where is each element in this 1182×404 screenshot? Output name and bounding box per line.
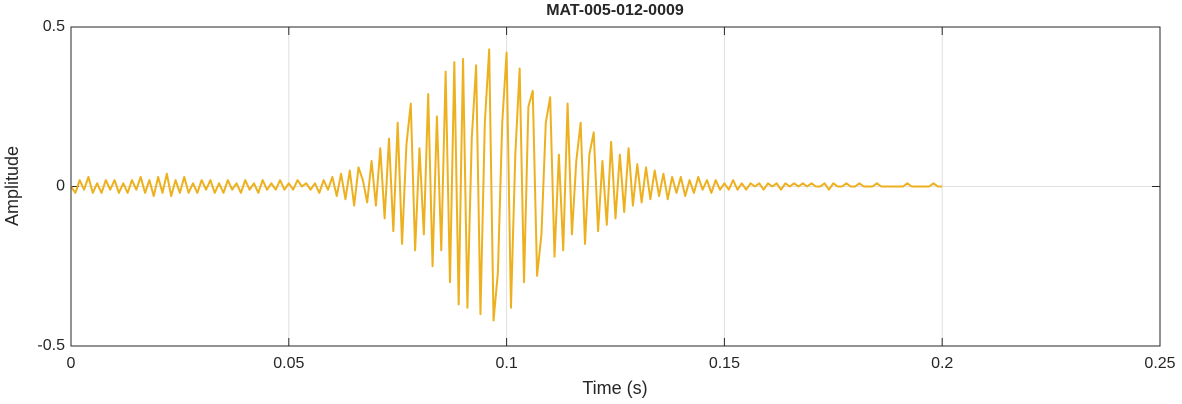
x-tick-label: 0 <box>67 355 76 372</box>
waveform-line <box>70 48 943 322</box>
x-tick-label: 0.1 <box>495 355 517 372</box>
x-tick-label: 0.25 <box>1144 355 1175 372</box>
x-tick-label: 0.2 <box>931 355 953 372</box>
y-tick-label: 0 <box>56 178 65 195</box>
chart-title: MAT-005-012-0009 <box>546 2 684 19</box>
y-axis-label: Amplitude <box>2 146 22 226</box>
x-tick-label: 0.15 <box>709 355 740 372</box>
y-tick-label: -0.5 <box>37 337 65 354</box>
x-axis-label: Time (s) <box>582 378 647 398</box>
x-tick-label: 0.05 <box>273 355 304 372</box>
axes-box <box>70 26 1161 347</box>
y-tick-label: 0.5 <box>43 18 65 35</box>
